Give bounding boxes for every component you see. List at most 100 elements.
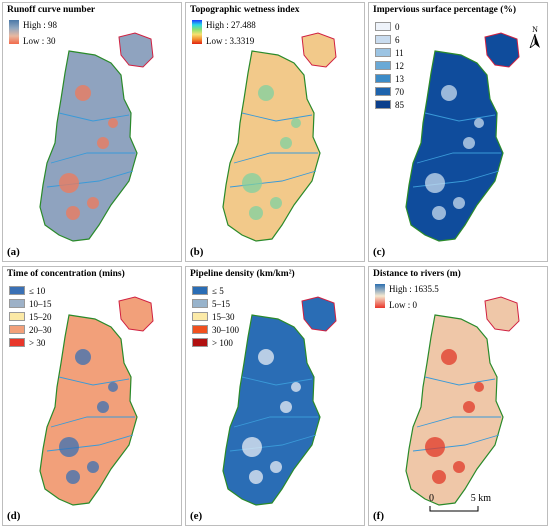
map-patch-c-3 xyxy=(432,206,446,220)
legend-label-d-4: > 30 xyxy=(29,337,46,348)
district-outline-b xyxy=(222,50,321,242)
map-patch-f-0 xyxy=(441,349,457,365)
north-district-b xyxy=(301,32,337,68)
gradient-bar-f xyxy=(375,284,385,308)
district-outline-d xyxy=(39,314,138,506)
map-patch-e-1 xyxy=(242,437,262,457)
north-district-c xyxy=(484,32,520,68)
map-patch-f-1 xyxy=(425,437,445,457)
legend-label-e-0: ≤ 5 xyxy=(212,285,224,296)
map-patch-a-5 xyxy=(87,197,99,209)
map-patch-a-4 xyxy=(108,118,118,128)
map-e xyxy=(222,296,337,506)
map-patch-f-3 xyxy=(432,470,446,484)
map-patch-e-0 xyxy=(258,349,274,365)
legend-d: ≤ 10 10–15 15–20 20–30 > 30 xyxy=(9,284,52,349)
legend-label-d-2: 15–20 xyxy=(29,311,52,322)
legend-swatch-c-6 xyxy=(375,100,391,109)
legend-swatch-e-4 xyxy=(192,338,208,347)
north-district-a xyxy=(118,32,154,68)
legend-label-e-2: 15–30 xyxy=(212,311,235,322)
scale-left-label: 0 xyxy=(429,493,434,504)
legend-label-c-0: 0 xyxy=(395,21,400,32)
legend-label-c-1: 6 xyxy=(395,34,400,45)
legend-high-f: High : 1635.5 xyxy=(389,284,439,294)
legend-e: ≤ 5 5–15 15–30 30–100 > 100 xyxy=(192,284,239,349)
map-patch-c-4 xyxy=(474,118,484,128)
legend-label-d-0: ≤ 10 xyxy=(29,285,46,296)
map-patch-f-4 xyxy=(474,382,484,392)
legend-swatch-c-0 xyxy=(375,22,391,31)
district-outline-f xyxy=(405,314,504,506)
legend-swatch-c-3 xyxy=(375,61,391,70)
panel-label-f: (f) xyxy=(373,510,384,522)
legend-swatch-d-1 xyxy=(9,299,25,308)
panel-title-b: Topographic wetness index xyxy=(190,5,300,15)
legend-swatch-d-0 xyxy=(9,286,25,295)
legend-label-c-5: 70 xyxy=(395,86,404,97)
legend-swatch-d-3 xyxy=(9,325,25,334)
gradient-bar-a xyxy=(9,20,19,44)
north-district-e xyxy=(301,296,337,332)
legend-swatch-e-2 xyxy=(192,312,208,321)
map-patch-f-5 xyxy=(453,461,465,473)
panel-title-e: Pipeline density (km/km²) xyxy=(190,269,295,279)
map-patch-c-0 xyxy=(441,85,457,101)
map-patch-b-4 xyxy=(291,118,301,128)
map-patch-d-3 xyxy=(66,470,80,484)
legend-label-c-2: 11 xyxy=(395,47,404,58)
map-patch-d-5 xyxy=(87,461,99,473)
legend-swatch-e-0 xyxy=(192,286,208,295)
panel-title-d: Time of concentration (mins) xyxy=(7,269,125,279)
legend-label-c-6: 85 xyxy=(395,99,404,110)
map-patch-c-2 xyxy=(463,137,475,149)
north-label: N xyxy=(532,25,538,34)
map-patch-b-2 xyxy=(280,137,292,149)
map-patch-d-4 xyxy=(108,382,118,392)
panel-label-d: (d) xyxy=(7,510,21,522)
legend-label-e-4: > 100 xyxy=(212,337,233,348)
map-a xyxy=(39,32,154,242)
panel-a: Runoff curve number High : 98 Low : 30 (… xyxy=(2,2,182,262)
map-patch-b-0 xyxy=(258,85,274,101)
legend-label-d-1: 10–15 xyxy=(29,298,52,309)
map-patch-f-2 xyxy=(463,401,475,413)
map-patch-c-1 xyxy=(425,173,445,193)
map-patch-e-5 xyxy=(270,461,282,473)
scale-bar: 0 5 km xyxy=(429,493,491,515)
scale-right-label: 5 km xyxy=(470,493,491,504)
map-patch-d-2 xyxy=(97,401,109,413)
map-patch-d-1 xyxy=(59,437,79,457)
legend-swatch-d-2 xyxy=(9,312,25,321)
legend-b: High : 27.488 Low : 3.3319 xyxy=(192,20,256,46)
scale-bar-line xyxy=(429,506,479,512)
legend-swatch-c-4 xyxy=(375,74,391,83)
legend-low-a: Low : 30 xyxy=(23,36,56,46)
legend-high-a: High : 98 xyxy=(23,20,58,30)
legend-low-f: Low : 0 xyxy=(389,300,417,310)
north-district-f xyxy=(484,296,520,332)
panel-label-c: (c) xyxy=(373,246,386,258)
legend-label-d-3: 20–30 xyxy=(29,324,52,335)
panel-f: Distance to rivers (m) High : 1635.5 Low… xyxy=(368,266,548,526)
legend-label-c-4: 13 xyxy=(395,73,404,84)
map-patch-e-4 xyxy=(291,382,301,392)
panel-b: Topographic wetness index High : 27.488 … xyxy=(185,2,365,262)
district-outline-c xyxy=(405,50,504,242)
legend-label-e-3: 30–100 xyxy=(212,324,239,335)
legend-a: High : 98 Low : 30 xyxy=(9,20,57,46)
map-patch-b-3 xyxy=(249,206,263,220)
map-b xyxy=(222,32,337,242)
map-patch-c-5 xyxy=(453,197,465,209)
legend-swatch-e-1 xyxy=(192,299,208,308)
map-c xyxy=(405,32,520,242)
map-patch-d-0 xyxy=(75,349,91,365)
panel-d: Time of concentration (mins) ≤ 10 10–15 … xyxy=(2,266,182,526)
legend-label-c-3: 12 xyxy=(395,60,404,71)
legend-swatch-e-3 xyxy=(192,325,208,334)
map-patch-a-2 xyxy=(97,137,109,149)
legend-swatch-d-4 xyxy=(9,338,25,347)
district-outline-e xyxy=(222,314,321,506)
panel-title-a: Runoff curve number xyxy=(7,5,96,15)
panel-label-e: (e) xyxy=(190,510,203,522)
